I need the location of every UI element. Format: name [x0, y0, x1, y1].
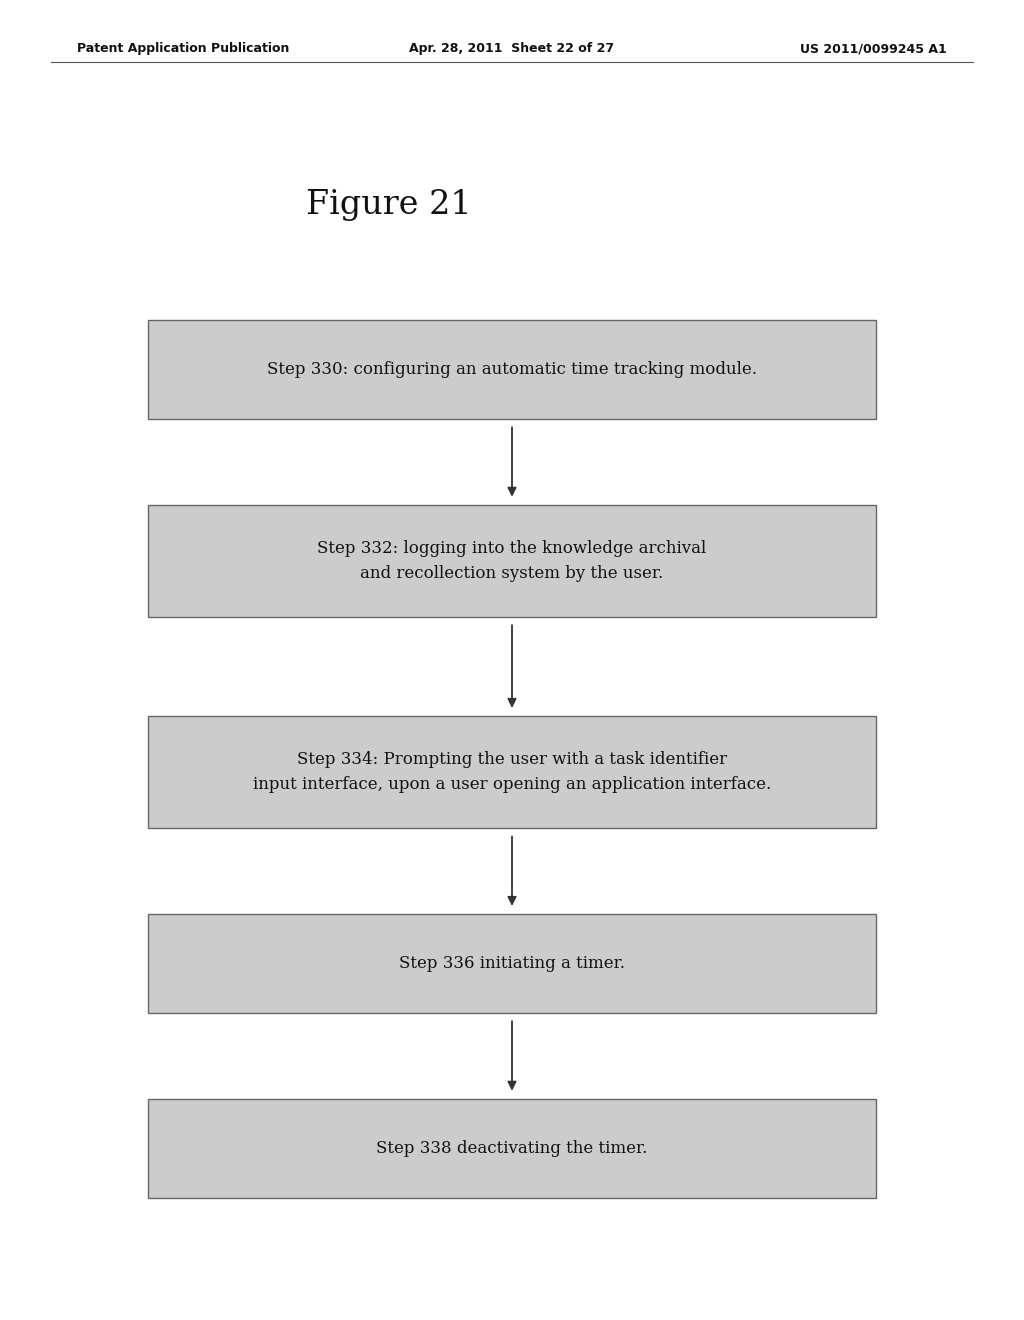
- Text: Step 334: Prompting the user with a task identifier
input interface, upon a user: Step 334: Prompting the user with a task…: [253, 751, 771, 793]
- Text: Patent Application Publication: Patent Application Publication: [77, 42, 289, 55]
- Text: Step 330: configuring an automatic time tracking module.: Step 330: configuring an automatic time …: [267, 362, 757, 378]
- Bar: [148, 913, 876, 1014]
- Text: Step 332: logging into the knowledge archival
and recollection system by the use: Step 332: logging into the knowledge arc…: [317, 540, 707, 582]
- Text: Step 338 deactivating the timer.: Step 338 deactivating the timer.: [376, 1140, 648, 1156]
- Bar: [148, 715, 876, 829]
- Bar: [148, 321, 876, 420]
- Text: Step 336 initiating a timer.: Step 336 initiating a timer.: [399, 956, 625, 972]
- Bar: [148, 506, 876, 618]
- Bar: [148, 1098, 876, 1199]
- Text: US 2011/0099245 A1: US 2011/0099245 A1: [801, 42, 947, 55]
- Text: Figure 21: Figure 21: [306, 189, 472, 220]
- Text: Apr. 28, 2011  Sheet 22 of 27: Apr. 28, 2011 Sheet 22 of 27: [410, 42, 614, 55]
